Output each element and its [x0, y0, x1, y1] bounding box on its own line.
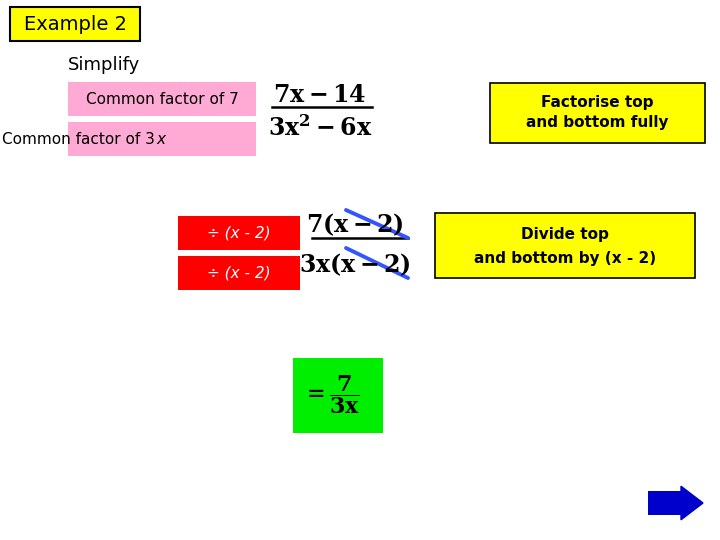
Text: Example 2: Example 2 — [24, 15, 127, 33]
Text: Common factor of 7: Common factor of 7 — [86, 91, 238, 106]
Text: Factorise top: Factorise top — [541, 96, 653, 111]
Text: ÷ (x - 2): ÷ (x - 2) — [207, 226, 271, 240]
Bar — [648, 491, 681, 515]
Text: and bottom fully: and bottom fully — [526, 114, 668, 130]
Bar — [68, 122, 256, 156]
Text: Simplify: Simplify — [68, 56, 140, 74]
Text: Divide top: Divide top — [521, 227, 609, 242]
Bar — [10, 7, 140, 41]
Text: $\mathbf{=\dfrac{7}{3x}}$: $\mathbf{=\dfrac{7}{3x}}$ — [302, 374, 360, 416]
Bar — [293, 358, 383, 433]
Text: and bottom by (x - 2): and bottom by (x - 2) — [474, 251, 656, 266]
Bar — [178, 216, 300, 250]
Polygon shape — [681, 486, 703, 520]
Text: $\mathbf{7x-14}$: $\mathbf{7x-14}$ — [274, 83, 366, 107]
Bar — [490, 83, 705, 143]
Bar — [178, 256, 300, 290]
Text: $\mathbf{7(x-2)}$: $\mathbf{7(x-2)}$ — [306, 212, 404, 238]
Text: ÷ (x - 2): ÷ (x - 2) — [207, 266, 271, 280]
Text: Common factor of 3: Common factor of 3 — [2, 132, 155, 146]
Bar — [68, 82, 256, 116]
Bar — [435, 213, 695, 278]
Text: $\mathbf{3x(x-2)}$: $\mathbf{3x(x-2)}$ — [299, 252, 411, 278]
Text: x: x — [156, 132, 165, 146]
Text: $\mathbf{3x^2-6x}$: $\mathbf{3x^2-6x}$ — [268, 115, 372, 141]
